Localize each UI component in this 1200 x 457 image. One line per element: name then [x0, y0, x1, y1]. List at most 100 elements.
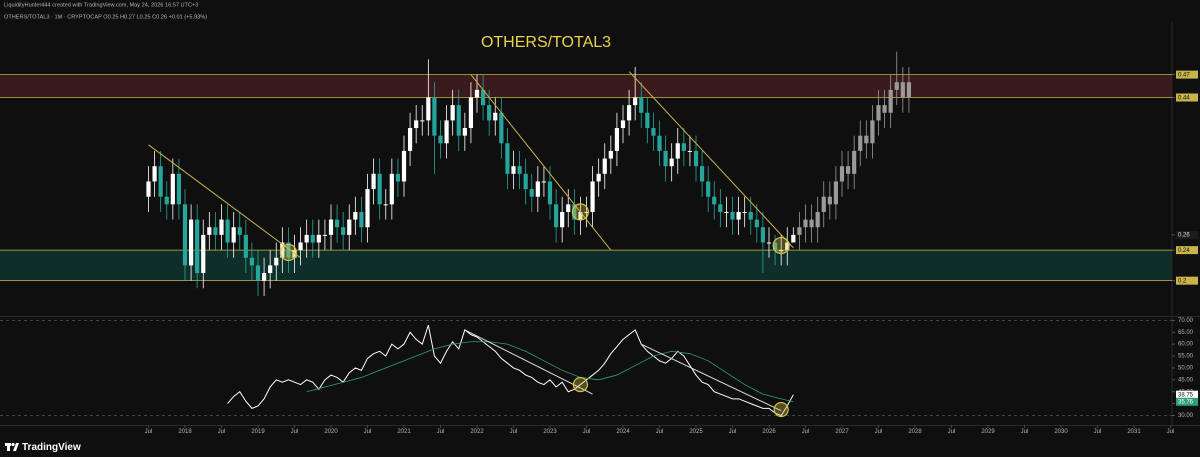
zone: [0, 74, 1172, 98]
y-tick-label: 45.00: [1178, 377, 1194, 383]
logo-part: [11, 442, 15, 447]
x-tick-label: Jul: [145, 429, 153, 435]
candle-body: [657, 135, 662, 151]
candle-body: [821, 196, 826, 212]
candle-body: [468, 97, 474, 129]
candle-body: [280, 242, 285, 258]
candle-body: [785, 242, 790, 251]
candle-body: [268, 265, 273, 274]
candle-body: [243, 234, 248, 258]
brand-name: TradingView: [22, 442, 81, 453]
candle-body: [839, 166, 845, 182]
candle-body: [219, 219, 224, 235]
candle-body: [633, 97, 638, 106]
candle-body: [462, 128, 467, 136]
candle-body: [553, 204, 559, 228]
x-tick-label: Jul: [1094, 429, 1102, 435]
y-tick-tag: [1176, 93, 1198, 102]
candle-body: [517, 166, 522, 174]
series-line: [227, 324, 794, 417]
rsi-marker: [572, 376, 589, 393]
candle-body: [146, 181, 151, 197]
candle-body: [541, 181, 547, 183]
x-tick-label: Jul: [656, 429, 664, 435]
x-tick-label: 2020: [324, 429, 338, 435]
candle-body: [833, 181, 839, 205]
candle-body: [748, 211, 753, 220]
candle-body: [359, 211, 364, 228]
candle-body: [523, 173, 528, 190]
candle-body: [754, 219, 759, 228]
x-tick-label: Jul: [437, 429, 445, 435]
y-tick-tag: [1176, 276, 1198, 285]
candle-body: [371, 173, 376, 190]
candle-body: [444, 120, 449, 144]
candle-body: [414, 120, 419, 129]
candle-body: [608, 150, 613, 159]
x-tick-label: 2021: [397, 429, 411, 435]
x-tick-label: 2030: [1054, 429, 1068, 435]
candle-body: [791, 234, 796, 243]
x-tick-label: Jul: [583, 429, 591, 435]
candle-body: [718, 204, 723, 212]
candle-body: [249, 257, 255, 266]
x-tick-label: 2022: [470, 429, 484, 435]
candle-body: [365, 189, 370, 228]
logo-part: [13, 443, 19, 451]
candle-body: [894, 82, 899, 90]
candle-body: [511, 166, 516, 174]
candle-body: [858, 135, 863, 151]
rsi-trendline: [464, 329, 593, 395]
x-tick-label: 2019: [251, 429, 265, 435]
candle-body: [681, 143, 686, 151]
candle-body: [803, 219, 808, 228]
candle-body: [377, 173, 382, 205]
candle-body: [651, 128, 656, 136]
candle-body: [182, 204, 188, 266]
candle-body: [505, 143, 510, 174]
x-tick-label: 2018: [178, 429, 192, 435]
candle-body: [578, 211, 583, 220]
candle-body: [845, 166, 851, 174]
price-marker: [279, 243, 298, 262]
candle-body: [888, 89, 893, 113]
candle-body: [742, 211, 747, 213]
candle-body: [389, 173, 394, 205]
candle-body: [432, 97, 437, 136]
candle-body: [699, 166, 705, 182]
candle-body: [566, 204, 571, 212]
candle-body: [596, 173, 601, 182]
candle-body: [456, 105, 461, 136]
candle-body: [450, 105, 455, 121]
candle-body: [572, 204, 577, 220]
candle-body: [827, 196, 832, 205]
x-tick-label: Jul: [802, 429, 810, 435]
x-tick-label: Jul: [1021, 429, 1029, 435]
symbol-line: OTHERS/TOTAL3 · 1M · CRYPTOCAP O0.25 H0.…: [4, 14, 207, 20]
y-tick-label: 65.00: [1178, 330, 1194, 336]
candle-body: [766, 242, 772, 244]
candle-body: [201, 234, 206, 274]
x-tick-label: Jul: [218, 429, 226, 435]
candle-body: [426, 97, 431, 121]
candle-body: [334, 219, 340, 228]
y-tick-label: 60.00: [1178, 342, 1194, 348]
x-tick-label: 2031: [1127, 429, 1141, 435]
candle-body: [298, 242, 303, 251]
price-trendline: [628, 71, 794, 249]
last-value-tag: [1176, 397, 1198, 406]
candle-body: [225, 219, 230, 243]
candle-body: [195, 219, 200, 274]
y-tick-tag: [1176, 246, 1198, 255]
candle-body: [620, 120, 626, 129]
candle-body: [529, 189, 534, 197]
y-tick-label: 0.26: [1178, 233, 1190, 239]
candle-body: [614, 128, 620, 151]
candle-body: [274, 257, 279, 266]
y-tick-label: 50.00: [1178, 366, 1194, 372]
candle-body: [900, 82, 905, 98]
y-tick-label: 0.24: [1178, 248, 1190, 254]
candle-body: [809, 219, 814, 228]
candle-body: [724, 211, 729, 213]
